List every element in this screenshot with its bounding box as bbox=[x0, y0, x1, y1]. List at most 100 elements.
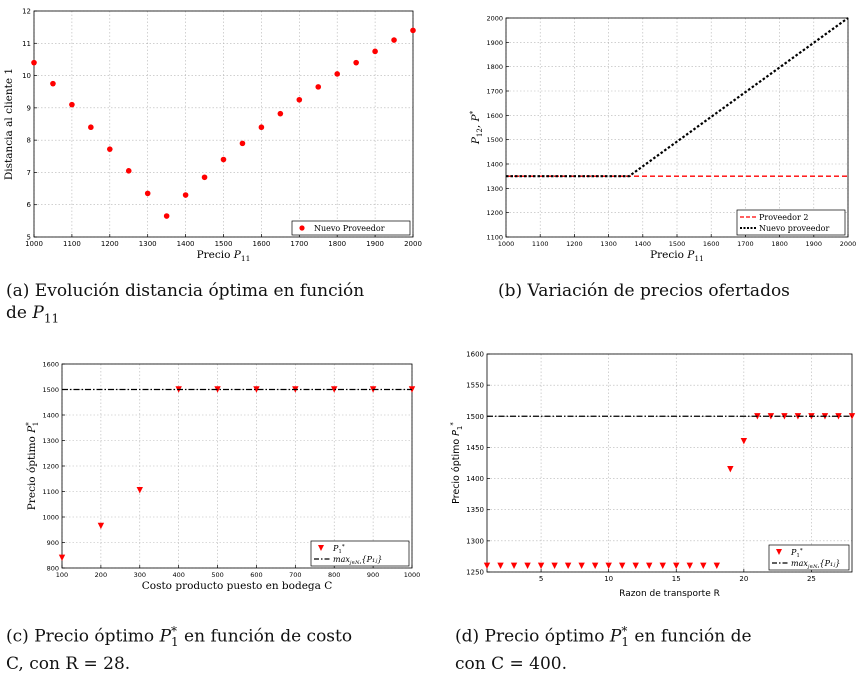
data-point bbox=[646, 562, 653, 569]
legend-label: Nuevo Proveedor bbox=[314, 224, 385, 233]
y-tick-label: 1100 bbox=[486, 234, 503, 242]
x-tick-label: 2000 bbox=[840, 240, 857, 248]
data-point bbox=[31, 59, 37, 66]
x-tick-label: 1100 bbox=[532, 240, 549, 248]
data-point bbox=[315, 84, 322, 90]
y-tick-label: 1100 bbox=[42, 488, 59, 496]
x-tick-label: 1900 bbox=[366, 240, 384, 248]
y-tick-label: 1350 bbox=[466, 506, 484, 514]
data-point bbox=[296, 96, 303, 103]
caption-c-line2: C, con R = 28. bbox=[6, 654, 131, 675]
caption-c-prefix: (c) Precio óptimo bbox=[6, 626, 160, 647]
caption-d-suffix: en función de bbox=[629, 626, 752, 647]
x-tick-label: 1600 bbox=[703, 240, 720, 248]
data-point bbox=[686, 562, 693, 569]
y-tick-label: 10 bbox=[22, 72, 31, 80]
caption-a: (a) Evolución distancia óptima en funció… bbox=[6, 280, 436, 329]
data-point bbox=[483, 562, 491, 569]
x-tick-label: 1700 bbox=[737, 240, 754, 248]
x-tick-label: 1800 bbox=[771, 240, 788, 248]
data-point bbox=[591, 562, 599, 569]
x-axis-label: Costo producto puesto en bodega C bbox=[142, 580, 333, 592]
data-point bbox=[253, 386, 260, 393]
caption-d: (d) Precio óptimo P*1 en función de con … bbox=[455, 620, 858, 675]
y-tick-label: 1300 bbox=[42, 437, 59, 445]
y-tick-label: 1450 bbox=[466, 444, 484, 452]
x-tick-label: 900 bbox=[367, 571, 379, 579]
x-tick-label: 300 bbox=[134, 571, 146, 579]
y-axis-label: Precio óptimo P*1 bbox=[25, 422, 40, 511]
x-tick-label: 700 bbox=[289, 571, 301, 579]
y-tick-label: 8 bbox=[27, 137, 31, 145]
x-tick-label: 1200 bbox=[101, 240, 119, 248]
y-tick-label: 12 bbox=[22, 8, 31, 16]
data-point bbox=[88, 124, 94, 131]
y-tick-label: 1400 bbox=[486, 161, 503, 169]
caption-c-suffix: en función de costo bbox=[178, 626, 353, 647]
chart-b: 1000 1100 1200 1300 1400 1500 1600 1700 1800 1900… bbox=[469, 15, 856, 264]
caption-d-symbol: P bbox=[609, 626, 622, 647]
x-tick-label: 1500 bbox=[215, 240, 233, 248]
data-point bbox=[239, 140, 246, 147]
y-tick-label: 1000 bbox=[42, 514, 59, 522]
data-point bbox=[97, 522, 105, 530]
x-axis-label: Precio P11 bbox=[197, 249, 251, 263]
x-axis-label: Razon de transporte R bbox=[619, 589, 720, 599]
legend-box bbox=[736, 209, 846, 236]
x-tick-label: 800 bbox=[328, 571, 340, 579]
data-point bbox=[144, 190, 151, 197]
caption-b-text: (b) Variación de precios ofertados bbox=[498, 281, 790, 301]
y-tick-label: 1400 bbox=[42, 412, 59, 420]
caption-d-sub: 1 bbox=[621, 635, 630, 650]
caption-c-symbol: P bbox=[159, 626, 172, 647]
data-point bbox=[163, 213, 170, 219]
data-point bbox=[277, 110, 284, 117]
legend-box bbox=[310, 540, 410, 567]
y-tick-label: 1500 bbox=[42, 386, 59, 394]
data-point bbox=[258, 124, 265, 131]
plot-frame bbox=[486, 353, 853, 573]
data-point bbox=[50, 80, 56, 87]
data-point bbox=[372, 48, 378, 55]
y-tick-label: 2000 bbox=[486, 15, 503, 23]
caption-d-sup: * bbox=[621, 624, 628, 638]
x-tick-label: 1700 bbox=[290, 240, 308, 248]
chart-a: 1000 1100 1200 1300 1400 1500 1600 1700 1800 1900… bbox=[3, 8, 422, 264]
legend-label: P1* bbox=[332, 544, 345, 555]
caption-d-line2: con C = 400. bbox=[455, 654, 568, 675]
y-tick-label: 1800 bbox=[486, 63, 503, 71]
caption-a-line2-prefix: de bbox=[6, 303, 33, 323]
y-tick-label: 9 bbox=[27, 104, 31, 112]
data-point bbox=[331, 386, 338, 393]
data-point bbox=[214, 386, 221, 393]
x-tick-label: 10 bbox=[604, 575, 613, 583]
data-point bbox=[125, 168, 132, 174]
caption-c: (c) Precio óptimo P*1 en función de cost… bbox=[6, 620, 446, 675]
x-tick-label: 100 bbox=[56, 571, 68, 579]
data-point bbox=[107, 146, 113, 152]
data-point bbox=[524, 562, 531, 569]
y-axis-label: Distancia al cliente 1 bbox=[3, 68, 15, 180]
x-tick-label: 1000 bbox=[404, 571, 421, 579]
data-point bbox=[740, 438, 748, 445]
caption-d-prefix: (d) Precio óptimo bbox=[455, 626, 610, 647]
x-tick-label: 400 bbox=[172, 571, 184, 579]
x-tick-label: 1000 bbox=[498, 240, 515, 248]
x-tick-label: 25 bbox=[807, 575, 816, 583]
y-tick-label: 1700 bbox=[486, 88, 503, 96]
data-point bbox=[58, 554, 66, 561]
x-tick-label: 1600 bbox=[252, 240, 270, 248]
legend-label: maxj∈N₁{P₁ⱼ} bbox=[333, 555, 382, 566]
y-tick-label: 1300 bbox=[486, 185, 503, 193]
x-tick-label: 1900 bbox=[806, 240, 823, 248]
x-tick-label: 1800 bbox=[328, 240, 346, 248]
y-tick-label: 1600 bbox=[42, 361, 59, 369]
y-tick-label: 11 bbox=[22, 40, 31, 48]
y-tick-label: 1300 bbox=[466, 537, 484, 545]
legend-label: P1* bbox=[790, 548, 803, 559]
y-axis-label: Precio óptimo P1* bbox=[449, 422, 464, 504]
data-point bbox=[605, 562, 612, 569]
x-tick-label: 1300 bbox=[600, 240, 617, 248]
x-tick-label: 1400 bbox=[635, 240, 652, 248]
